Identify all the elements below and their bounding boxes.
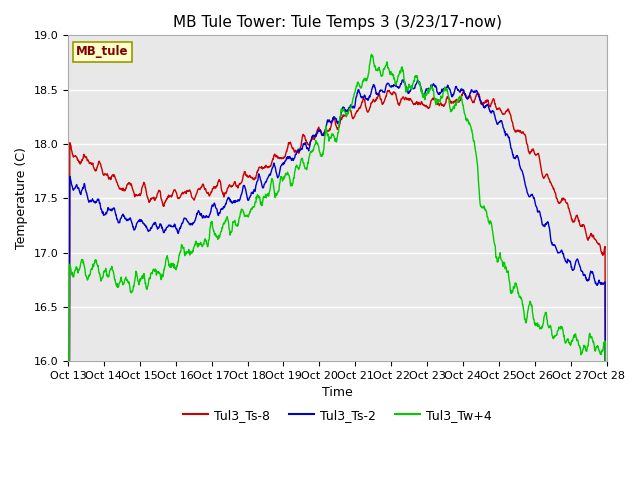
X-axis label: Time: Time (322, 386, 353, 399)
Legend: Tul3_Ts-8, Tul3_Ts-2, Tul3_Tw+4: Tul3_Ts-8, Tul3_Ts-2, Tul3_Tw+4 (178, 404, 497, 427)
Title: MB Tule Tower: Tule Temps 3 (3/23/17-now): MB Tule Tower: Tule Temps 3 (3/23/17-now… (173, 15, 502, 30)
Text: MB_tule: MB_tule (76, 45, 129, 58)
Y-axis label: Temperature (C): Temperature (C) (15, 147, 28, 249)
